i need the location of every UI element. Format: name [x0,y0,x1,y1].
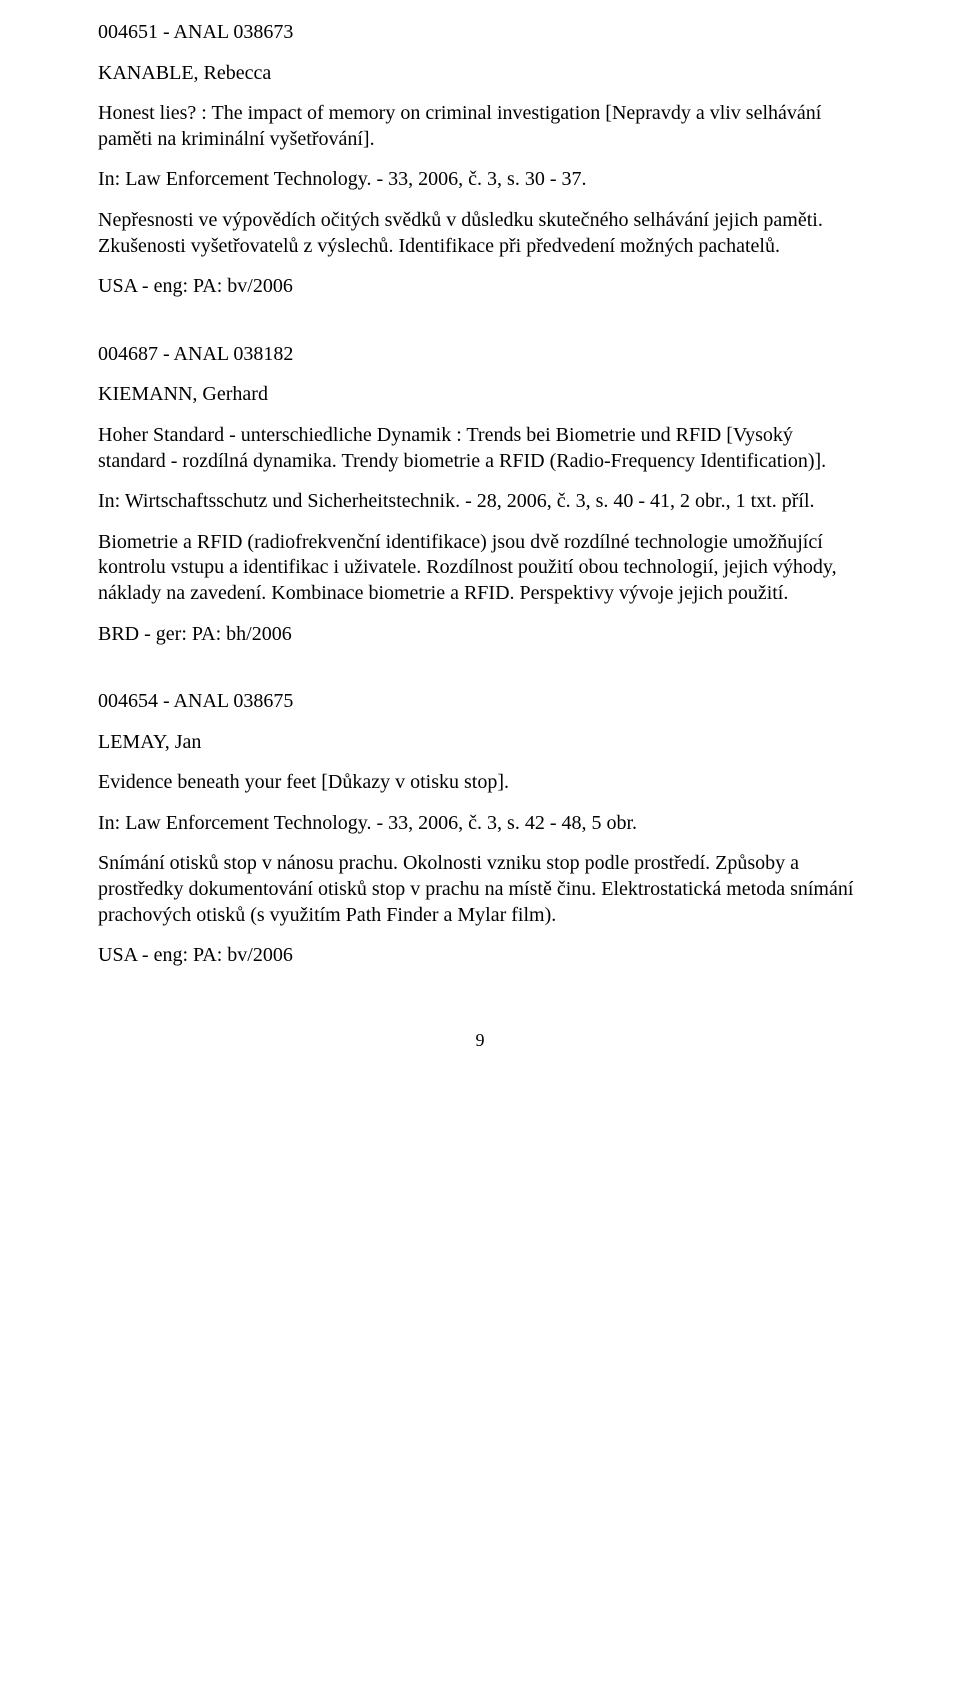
entry-title: Hoher Standard - unterschiedliche Dynami… [98,423,862,474]
entry-abstract: Snímání otisků stop v nánosu prachu. Oko… [98,851,862,928]
entry-tag: BRD - ger: PA: bh/2006 [98,622,862,648]
entry-source: In: Law Enforcement Technology. - 33, 20… [98,811,862,837]
bibliographic-entry: 004687 - ANAL 038182 KIEMANN, Gerhard Ho… [98,342,862,647]
entry-author: LEMAY, Jan [98,730,862,756]
entry-title: Honest lies? : The impact of memory on c… [98,101,862,152]
page-number: 9 [98,1029,862,1052]
entry-tag: USA - eng: PA: bv/2006 [98,943,862,969]
entry-author: KIEMANN, Gerhard [98,382,862,408]
entry-tag: USA - eng: PA: bv/2006 [98,274,862,300]
entry-abstract: Biometrie a RFID (radiofrekvenční identi… [98,530,862,607]
entry-code: 004654 - ANAL 038675 [98,689,862,715]
entry-title: Evidence beneath your feet [Důkazy v oti… [98,770,862,796]
entry-code: 004687 - ANAL 038182 [98,342,862,368]
entry-code: 004651 - ANAL 038673 [98,20,862,46]
entry-author: KANABLE, Rebecca [98,61,862,87]
entry-source: In: Wirtschaftsschutz und Sicherheitstec… [98,489,862,515]
bibliographic-entry: 004654 - ANAL 038675 LEMAY, Jan Evidence… [98,689,862,969]
page-container: 004651 - ANAL 038673 KANABLE, Rebecca Ho… [0,0,960,1092]
bibliographic-entry: 004651 - ANAL 038673 KANABLE, Rebecca Ho… [98,20,862,300]
entry-abstract: Nepřesnosti ve výpovědích očitých svědků… [98,208,862,259]
entry-source: In: Law Enforcement Technology. - 33, 20… [98,167,862,193]
